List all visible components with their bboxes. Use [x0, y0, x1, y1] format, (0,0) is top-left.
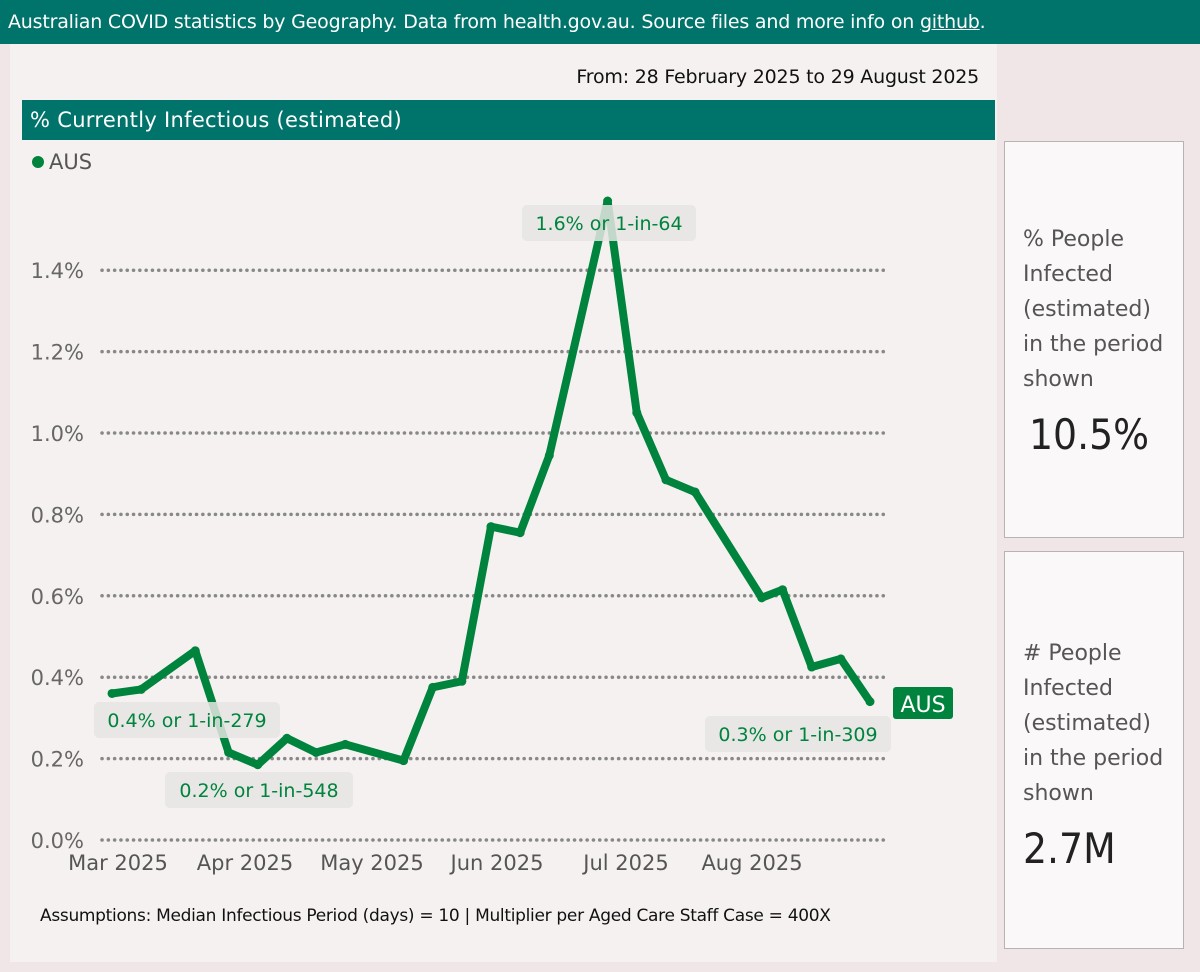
data-point[interactable] — [486, 522, 496, 532]
data-label: 0.2% or 1-in-548 — [179, 780, 338, 802]
data-point[interactable] — [340, 739, 350, 749]
data-point[interactable] — [544, 450, 554, 460]
data-label: 1.6% or 1-in-64 — [535, 213, 682, 235]
data-point[interactable] — [428, 682, 438, 692]
header-period: . — [979, 11, 986, 33]
github-link[interactable]: github — [919, 11, 980, 33]
x-tick-label: Apr 2025 — [197, 851, 293, 875]
x-tick-label: Jun 2025 — [449, 851, 544, 875]
card-value: 2.7M — [1023, 824, 1116, 873]
card-label: % People Infected (estimated) in the period… — [1023, 227, 1164, 392]
data-point[interactable] — [224, 747, 234, 757]
series-aus — [107, 196, 875, 770]
data-point[interactable] — [253, 760, 263, 770]
card-value: 10.5% — [1029, 410, 1150, 459]
assumptions-text: Assumptions: Median Infectious Period (d… — [40, 906, 831, 926]
data-label: 0.3% or 1-in-309 — [718, 724, 877, 746]
data-label-box — [705, 716, 891, 752]
data-point[interactable] — [778, 585, 788, 595]
data-point[interactable] — [515, 528, 525, 538]
data-label-box — [522, 205, 696, 241]
data-point[interactable] — [632, 408, 642, 418]
x-tick-label: Mar 2025 — [68, 851, 168, 875]
annotations: AUS 0.4% or 1-in-279 0.2% or 1-in-548 1.6% … — [94, 205, 953, 808]
data-point[interactable] — [399, 756, 409, 766]
data-label: 0.4% or 1-in-279 — [107, 710, 266, 732]
legend-marker-icon — [32, 156, 44, 168]
data-point[interactable] — [457, 676, 467, 686]
series-end-label: AUS — [900, 693, 945, 718]
legend[interactable]: AUS — [32, 150, 92, 174]
series-line[interactable] — [108, 197, 874, 769]
people-infected-card: # People Infected (estimated) in the period… — [1004, 551, 1184, 949]
chart-panel: From: 28 February 2025 to 29 August 2025… — [10, 44, 997, 962]
date-range: From: 28 February 2025 to 29 August 2025 — [576, 66, 979, 88]
data-point[interactable] — [836, 654, 846, 664]
data-point[interactable] — [136, 684, 146, 694]
y-tick-label: 1.0% — [31, 422, 84, 446]
x-tick-label: May 2025 — [320, 851, 424, 875]
card-label: # People Infected (estimated) in the period… — [1023, 641, 1164, 806]
gridlines — [100, 268, 887, 842]
line-chart[interactable]: 0.0% 0.2% 0.4% 0.6% 0.8% 1.0% 1.2% 1.4% Mar 202… — [0, 0, 1000, 900]
y-tick-label: 1.2% — [31, 341, 84, 365]
data-point[interactable] — [690, 487, 700, 497]
data-point[interactable] — [603, 196, 613, 206]
y-tick-label: 0.6% — [31, 585, 84, 609]
legend-label: AUS — [49, 150, 93, 174]
y-tick-label: 0.0% — [31, 829, 84, 853]
series-end-label-box — [893, 687, 953, 719]
data-point[interactable] — [311, 747, 321, 757]
header-bar: Australian COVID statistics by Geography… — [0, 0, 1200, 44]
data-point[interactable] — [282, 733, 292, 743]
percent-infected-card: % People Infected (estimated) in the period… — [1004, 141, 1184, 538]
header-text: Australian COVID statistics by Geography… — [8, 11, 920, 33]
data-label-box — [94, 702, 280, 738]
y-tick-label: 0.8% — [31, 503, 84, 527]
data-point[interactable] — [190, 646, 200, 656]
y-tick-label: 1.4% — [31, 259, 84, 283]
x-tick-label: Jul 2025 — [581, 851, 668, 875]
x-axis-ticks: Mar 2025 Apr 2025 May 2025 Jun 2025 Jul 2025… — [68, 851, 802, 875]
x-tick-label: Aug 2025 — [701, 851, 802, 875]
data-label-box — [165, 772, 353, 808]
y-tick-label: 0.2% — [31, 748, 84, 772]
data-point[interactable] — [757, 593, 767, 603]
data-point[interactable] — [807, 662, 817, 672]
data-point[interactable] — [865, 697, 875, 707]
y-tick-label: 0.4% — [31, 666, 84, 690]
chart-title: % Currently Infectious (estimated) — [22, 100, 995, 140]
y-axis-ticks: 0.0% 0.2% 0.4% 0.6% 0.8% 1.0% 1.2% 1.4% — [31, 259, 84, 853]
data-point[interactable] — [661, 475, 671, 485]
data-point[interactable] — [107, 688, 117, 698]
